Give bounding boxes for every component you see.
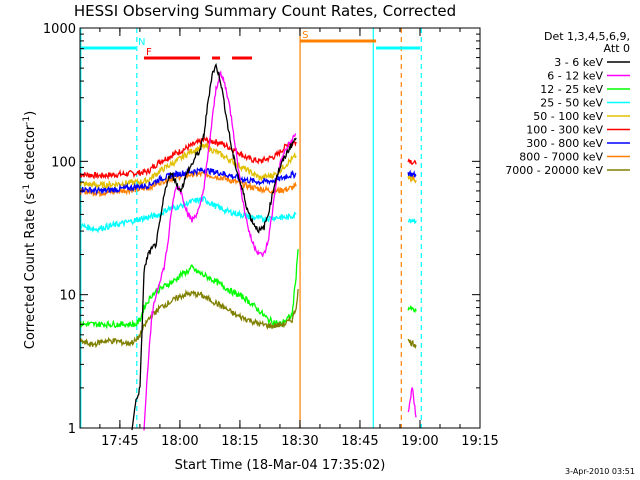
x-tick-label-2: 18:15 [221,434,258,449]
legend-label-3: 25 - 50 keV [540,97,603,110]
series-line-2-seg-0 [79,142,297,190]
series-line-5-seg-1 [407,305,417,313]
legend-label-7: 800 - 7000 keV [519,151,603,164]
flag-label-S: S [302,30,308,41]
x-tick-label-1: 18:00 [161,434,198,449]
flag-label-N: N [138,37,145,48]
legend-label-2: 12 - 25 keV [540,83,603,96]
y-tick-label-1: 10 [59,289,76,304]
legend-label-5: 100 - 300 keV [526,124,603,137]
x-tick-label-4: 18:45 [341,434,378,449]
x-tick-label-0: 17:45 [101,434,138,449]
series-line-4-seg-1 [407,217,417,224]
x-tick-label-5: 19:00 [401,434,438,449]
series-line-8-seg-0 [131,62,297,431]
legend-label-6: 300 - 800 keV [526,137,603,150]
y-tick-label-0: 1 [68,422,76,437]
series-line-5-seg-0 [79,248,299,330]
series-line-0-seg-0 [79,136,297,181]
y-tick-label-2: 100 [51,155,76,170]
series-line-6-seg-0 [79,289,299,349]
y-tick-label-3: 1000 [43,22,76,37]
series-line-4-seg-0 [79,195,297,234]
y-axis-label: Corrected Count Rate (s-1 detector-1) [22,111,38,349]
legend-label-1: 6 - 12 keV [547,70,603,83]
legend-header-1: Att 0 [604,42,630,55]
series-line-7-seg-1 [407,387,417,418]
series-line-6-seg-1 [407,338,417,350]
series-line-3-seg-1 [407,169,417,178]
legend-header-0: Det 1,3,4,5,6,9, [544,30,630,43]
series-line-7-seg-0 [143,70,297,431]
x-tick-label-3: 18:30 [281,434,318,449]
footer-timestamp: 3-Apr-2010 03:51 [565,467,635,476]
legend-label-4: 50 - 100 keV [533,110,603,123]
flag-label-F: F [146,47,152,58]
chart-title: HESSI Observing Summary Count Rates, Cor… [74,2,456,20]
x-tick-label-6: 19:15 [461,434,498,449]
legend-label-8: 7000 - 20000 keV [505,164,603,177]
legend-label-0: 3 - 6 keV [554,56,603,69]
x-axis-label: Start Time (18-Mar-04 17:35:02) [175,458,386,473]
series-line-0-seg-1 [407,158,417,166]
